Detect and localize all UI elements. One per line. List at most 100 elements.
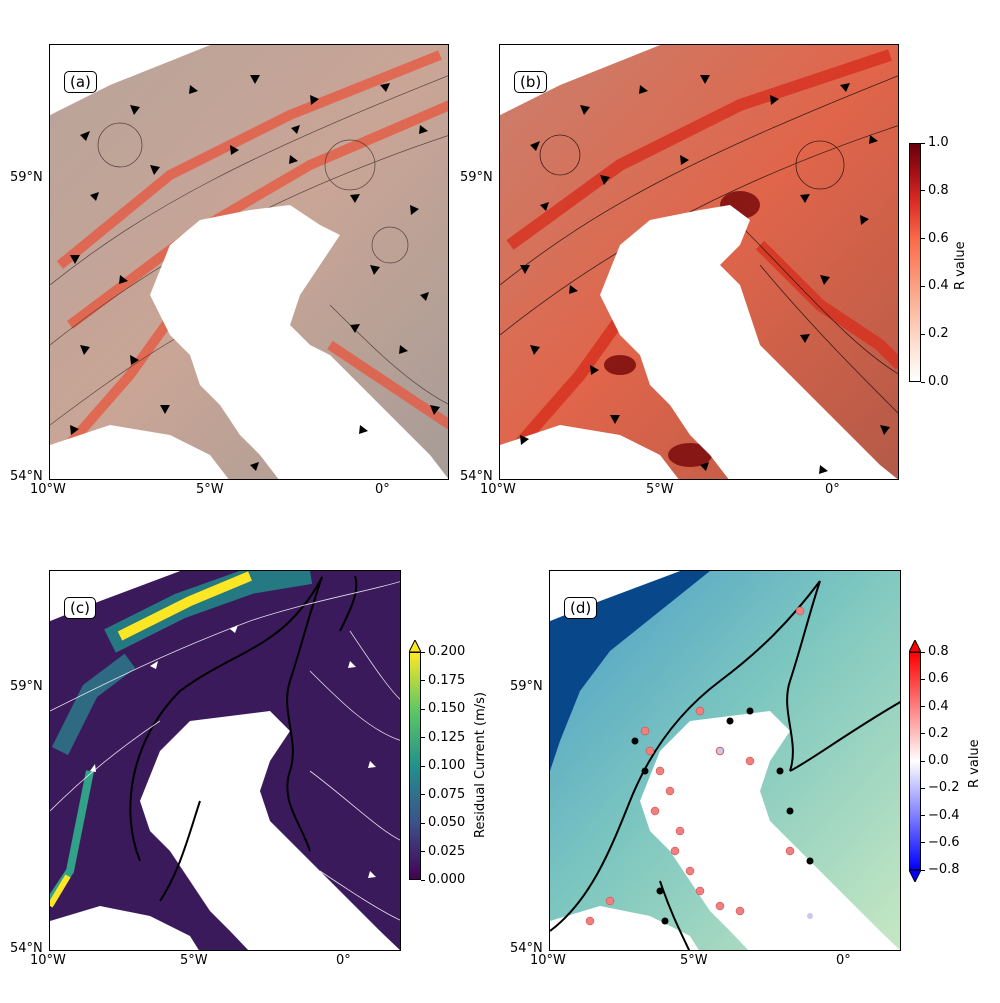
arrow-markers bbox=[520, 75, 890, 474]
colorbar-c-tick-label: 0.175 bbox=[428, 672, 466, 688]
colorbar-d-tickmark bbox=[921, 815, 925, 816]
b-ytick-59: 59°N bbox=[460, 170, 493, 185]
station-points bbox=[585, 606, 814, 926]
panel-a-label: (a) bbox=[64, 71, 97, 93]
panel-c-label: (c) bbox=[64, 597, 96, 619]
colorbar-c-tickmark bbox=[421, 651, 425, 653]
panel-d-svg bbox=[550, 571, 900, 950]
colorbar-b-tick-label: 0.2 bbox=[928, 326, 949, 342]
colorbar-d-tickmark bbox=[921, 706, 925, 707]
b-xtick-0: 0° bbox=[825, 482, 840, 497]
land-ireland bbox=[550, 906, 699, 950]
colorbar-c-tickmark bbox=[421, 851, 425, 852]
corner-blank bbox=[550, 571, 680, 621]
a-xtick-0: 0° bbox=[375, 482, 390, 497]
colorbar-d-tickmark bbox=[921, 733, 925, 735]
colorbar-d-tickmark bbox=[921, 869, 925, 871]
a-ytick-59: 59°N bbox=[10, 170, 43, 185]
colorbar-c-extend bbox=[409, 640, 421, 652]
streamlines bbox=[50, 581, 400, 921]
panel-d-label: (d) bbox=[564, 597, 598, 619]
colorbar-b-tick-label: 0.8 bbox=[928, 182, 949, 198]
corner-blank bbox=[50, 571, 180, 621]
colorbar-d-tick-label: −0.4 bbox=[928, 807, 960, 823]
colorbar-c bbox=[409, 652, 421, 880]
colorbar-d-tick-label: 0.0 bbox=[928, 753, 949, 768]
colorbar-d-tickmark bbox=[921, 678, 925, 680]
colorbar-b-tickmark bbox=[921, 381, 925, 383]
colorbar-c-label: Residual Current (m/s) bbox=[473, 692, 488, 838]
land-scotland bbox=[140, 711, 400, 950]
d-ytick-54: 54°N bbox=[510, 941, 543, 956]
panel-a-map: (a) bbox=[49, 44, 449, 480]
colorbar-d-tick-label: −0.6 bbox=[928, 834, 960, 850]
corner-blank bbox=[50, 45, 210, 115]
b-xtick-5w: 5°W bbox=[646, 482, 674, 497]
land-ireland bbox=[500, 425, 679, 479]
panel-b-map: (b) bbox=[499, 44, 899, 480]
colorbar-c-tick-label: 0.200 bbox=[428, 644, 466, 659]
colorbar-d-extend-bottom bbox=[909, 870, 921, 882]
high-r-bands bbox=[505, 49, 898, 459]
d-xtick-0: 0° bbox=[836, 953, 851, 968]
colorbar-d-tick-label: 0.6 bbox=[928, 671, 949, 687]
colorbar-c-tickmark bbox=[421, 765, 425, 767]
colorbar-c-tickmark bbox=[421, 879, 425, 881]
colorbar-b-tickmark bbox=[921, 190, 925, 192]
colorbar-b-tick-label: 1.0 bbox=[928, 135, 949, 150]
panel-d-map: (d) bbox=[549, 570, 901, 951]
stream-arrows bbox=[90, 625, 376, 878]
c-ytick-59: 59°N bbox=[10, 679, 43, 694]
colorbar-c-tick-label: 0.025 bbox=[428, 843, 466, 859]
colorbar-b-tickmark bbox=[921, 238, 925, 240]
colorbar-b-tickmark bbox=[921, 333, 925, 335]
b-xtick-10w: 10°W bbox=[480, 482, 516, 497]
deep-water bbox=[550, 571, 710, 771]
colorbar-d-tickmark bbox=[921, 651, 925, 653]
colorbar-d-tickmark bbox=[921, 842, 925, 844]
colorbar-c-tickmark bbox=[421, 822, 425, 824]
colorbar-c-tick-label: 0.075 bbox=[428, 786, 466, 802]
colorbar-d bbox=[909, 652, 921, 870]
colorbar-c-tick-label: 0.125 bbox=[428, 729, 466, 745]
colorbar-c-tickmark bbox=[421, 708, 425, 710]
colorbar-d-extend-top bbox=[909, 640, 921, 652]
colorbar-b bbox=[909, 143, 921, 382]
panel-c-svg bbox=[50, 571, 400, 950]
c-xtick-5w: 5°W bbox=[180, 953, 208, 968]
colorbar-c-tickmark bbox=[421, 737, 425, 738]
colorbar-d-tick-label: 0.2 bbox=[928, 725, 949, 741]
contours bbox=[50, 75, 448, 426]
land-ireland bbox=[50, 906, 199, 950]
panel-a-svg bbox=[50, 45, 448, 479]
b-ytick-54: 54°N bbox=[460, 469, 493, 484]
a-ytick-54: 54°N bbox=[10, 469, 43, 484]
land-scotland bbox=[150, 205, 448, 479]
panel-c-map: (c) bbox=[49, 570, 401, 951]
colorbar-d-tick-label: −0.2 bbox=[928, 780, 960, 796]
depth-contours bbox=[129, 575, 358, 902]
colorbar-b-tickmark bbox=[921, 142, 925, 144]
d-xtick-10w: 10°W bbox=[530, 953, 566, 968]
colorbar-b-tick-label: 0.6 bbox=[928, 230, 949, 246]
colorbar-b-label: R value bbox=[953, 241, 968, 290]
colorbar-b-tick-label: 0.4 bbox=[928, 278, 949, 294]
corner-blank bbox=[500, 45, 660, 115]
panel-b-label: (b) bbox=[514, 71, 548, 93]
panel-b-svg bbox=[500, 45, 898, 479]
colorbar-d-tick-label: −0.8 bbox=[928, 862, 960, 877]
colorbar-d-tickmark bbox=[921, 787, 925, 789]
land-scotland bbox=[640, 711, 900, 950]
colorbar-c-tick-label: 0.100 bbox=[428, 758, 466, 773]
c-xtick-10w: 10°W bbox=[30, 953, 66, 968]
d-xtick-5w: 5°W bbox=[680, 953, 708, 968]
colorbar-d-tick-label: 0.8 bbox=[928, 644, 949, 659]
colorbar-d-label: R value bbox=[967, 739, 982, 788]
a-xtick-10w: 10°W bbox=[30, 482, 66, 497]
colorbar-c-tick-label: 0.000 bbox=[428, 872, 466, 887]
colorbar-d-tick-label: 0.4 bbox=[928, 698, 949, 714]
colorbar-b-tickmark bbox=[921, 285, 925, 287]
colorbar-c-tickmark bbox=[421, 794, 425, 795]
d-ytick-59: 59°N bbox=[510, 679, 543, 694]
land-scotland bbox=[600, 205, 898, 479]
